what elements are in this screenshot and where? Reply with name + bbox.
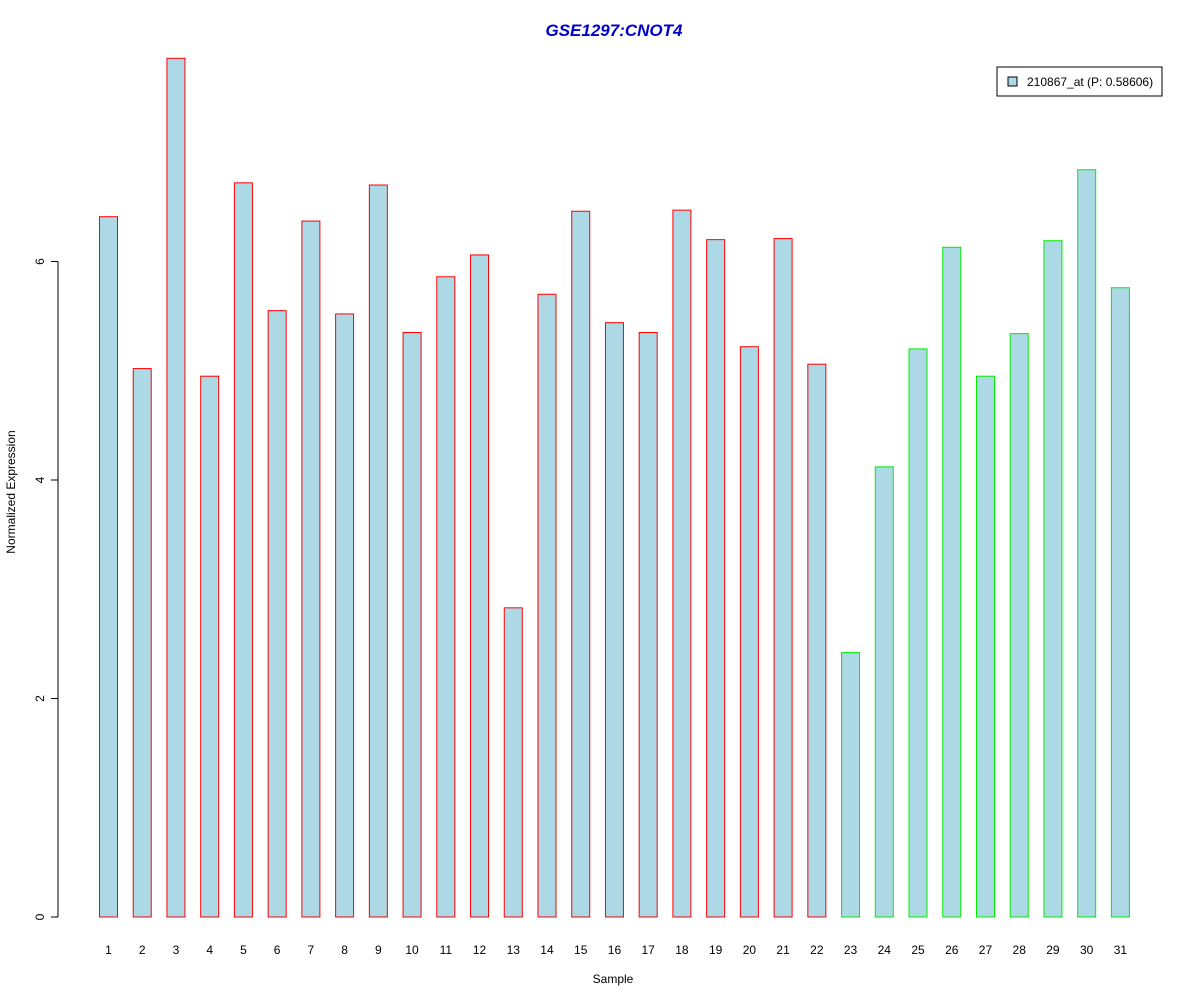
- bar-25: [908, 348, 928, 918]
- x-tick-label: 6: [274, 943, 281, 957]
- x-tick-label: 14: [540, 943, 554, 957]
- x-tick-label: 20: [743, 943, 757, 957]
- x-tick-label: 5: [240, 943, 247, 957]
- x-tick-label: 24: [878, 943, 892, 957]
- x-tick-label: 28: [1013, 943, 1027, 957]
- y-tick-label: 4: [33, 476, 47, 483]
- bar-3: [166, 57, 186, 918]
- x-tick-label: 17: [642, 943, 656, 957]
- chart-title: GSE1297:CNOT4: [546, 21, 684, 40]
- x-tick-label: 25: [911, 943, 925, 957]
- x-tick-label: 8: [341, 943, 348, 957]
- bar-30: [1077, 169, 1097, 918]
- bar-7: [301, 220, 321, 918]
- bar-14: [537, 293, 557, 918]
- legend-swatch: [1007, 76, 1018, 87]
- x-tick-label: 27: [979, 943, 993, 957]
- bar-18: [672, 209, 692, 918]
- bar-12: [470, 254, 490, 918]
- x-tick-label: 7: [308, 943, 315, 957]
- x-axis: 1 2 3 4 5 6 7 8 9 10 11 12 13 14 15 16 17 18 19 20 21 22 23 24 2…: [105, 943, 1127, 957]
- bar-6: [267, 310, 287, 918]
- bar-31: [1110, 287, 1130, 918]
- bar-20: [739, 346, 759, 918]
- x-tick-label: 31: [1114, 943, 1128, 957]
- bar-22: [807, 363, 827, 918]
- y-tick-label: 0: [33, 913, 47, 920]
- legend: 210867_at (P: 0.58606): [996, 66, 1163, 97]
- x-tick-label: 22: [810, 943, 824, 957]
- bar-19: [706, 239, 726, 918]
- bar-8: [335, 313, 355, 918]
- y-axis-label: Normalized Expression: [4, 430, 18, 553]
- x-tick-label: 10: [405, 943, 419, 957]
- y-tick-label: 6: [33, 258, 47, 265]
- x-tick-label: 9: [375, 943, 382, 957]
- bar-23: [841, 652, 861, 918]
- x-tick-label: 30: [1080, 943, 1094, 957]
- bar-15: [571, 210, 591, 918]
- bar-27: [975, 375, 995, 918]
- x-tick-label: 26: [945, 943, 959, 957]
- y-axis: 0 2 4 6: [33, 258, 59, 920]
- bar-4: [200, 375, 220, 918]
- x-tick-label: 18: [675, 943, 689, 957]
- bar-28: [1009, 333, 1029, 918]
- x-tick-label: 13: [507, 943, 521, 957]
- bar-9: [368, 184, 388, 918]
- x-axis-label: Sample: [593, 972, 634, 986]
- x-tick-label: 21: [776, 943, 790, 957]
- bar-17: [638, 332, 658, 918]
- x-tick-label: 11: [440, 943, 453, 957]
- x-tick-label: 4: [206, 943, 213, 957]
- bar-21: [773, 238, 793, 918]
- bar-1: [99, 216, 118, 918]
- bar-13: [503, 607, 523, 918]
- x-tick-label: 19: [709, 943, 723, 957]
- bar-24: [874, 466, 894, 918]
- bar-11: [436, 276, 456, 918]
- bar-2: [132, 368, 152, 918]
- bar-5: [233, 182, 253, 918]
- x-tick-label: 23: [844, 943, 858, 957]
- bar-29: [1043, 240, 1063, 918]
- x-tick-label: 12: [473, 943, 487, 957]
- bars-layer: [99, 57, 1130, 918]
- bar-16: [604, 322, 624, 918]
- legend-label: 210867_at (P: 0.58606): [1027, 75, 1153, 89]
- bar-26: [942, 246, 962, 918]
- x-tick-label: 2: [139, 943, 146, 957]
- x-tick-label: 1: [105, 943, 112, 957]
- x-tick-label: 3: [173, 943, 180, 957]
- x-tick-label: 29: [1046, 943, 1060, 957]
- x-tick-label: 15: [574, 943, 588, 957]
- x-tick-label: 16: [608, 943, 622, 957]
- y-tick-label: 2: [33, 695, 47, 702]
- bar-10: [402, 332, 422, 918]
- legend-box: [996, 66, 1163, 97]
